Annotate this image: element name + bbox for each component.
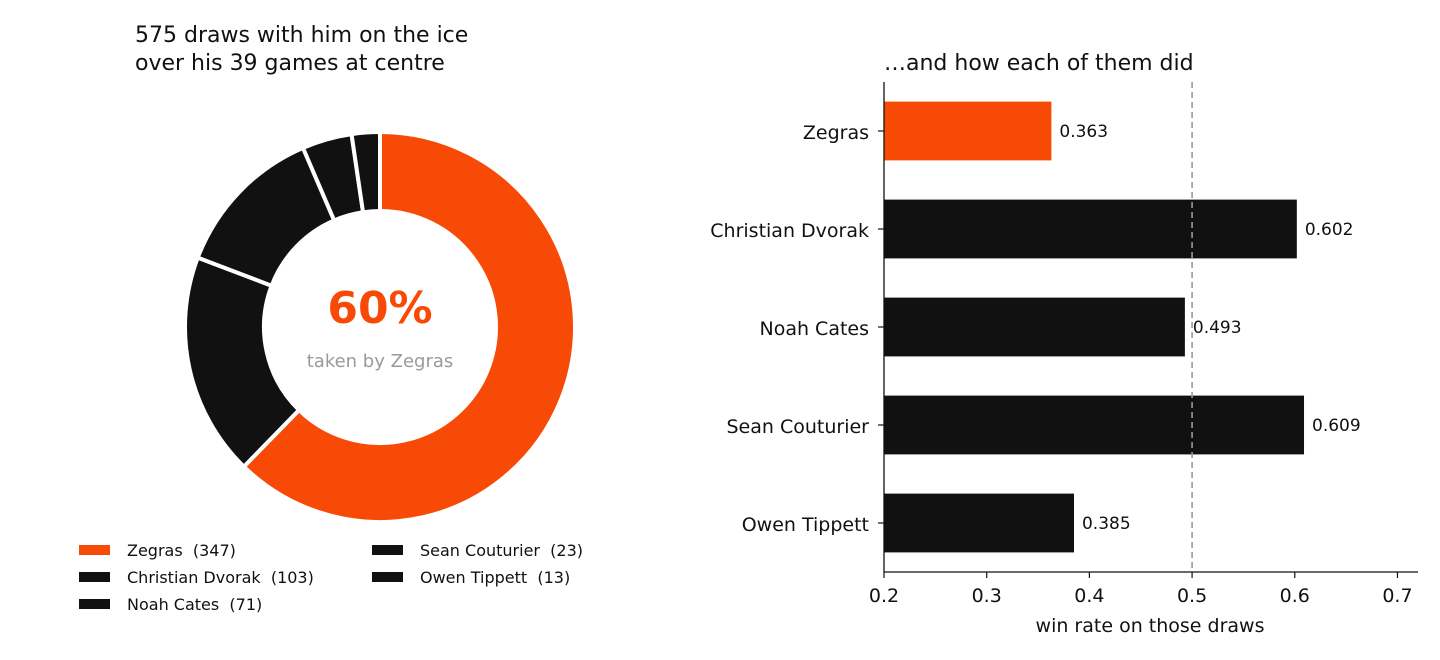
bar-christian-dvorak	[884, 199, 1297, 259]
donut-center-value: 60%	[327, 283, 432, 334]
donut-title-line-1: 575 draws with him on the ice	[135, 23, 468, 48]
legend-swatch	[79, 599, 110, 609]
legend-label: Noah Cates (71)	[127, 595, 262, 614]
legend-item-christian-dvorak: Christian Dvorak (103)	[79, 568, 314, 587]
legend-label: Sean Couturier (23)	[420, 541, 583, 560]
x-tick-label: 0.6	[1280, 585, 1310, 607]
bar-axes: Zegras Christian Dvorak Noah Cates Sean Cou…	[710, 82, 1418, 607]
category-label-sean-couturier: Sean Couturier	[727, 416, 870, 438]
legend-item-noah-cates: Noah Cates (71)	[79, 595, 262, 614]
bar-value-label: 0.363	[1059, 122, 1108, 142]
x-tick-label: 0.7	[1382, 585, 1412, 607]
bar-value-label: 0.609	[1312, 416, 1361, 436]
bar-value-label: 0.385	[1082, 514, 1131, 534]
category-label-noah-cates: Noah Cates	[759, 318, 869, 340]
x-tick-label: 0.2	[869, 585, 899, 607]
legend-item-sean-couturier: Sean Couturier (23)	[372, 541, 583, 560]
donut-slice-owen-tippett	[349, 130, 382, 215]
bar-series: 0.363 0.602 0.493 0.609 0.385	[884, 82, 1361, 572]
bar-value-label: 0.602	[1305, 220, 1354, 240]
bar-value-label: 0.493	[1193, 318, 1242, 338]
legend-label: Owen Tippett (13)	[420, 568, 570, 587]
legend-swatch	[79, 572, 110, 582]
donut-title-line-2: over his 39 games at centre	[135, 51, 445, 76]
legend-item-owen-tippett: Owen Tippett (13)	[372, 568, 570, 587]
donut-center-caption: taken by Zegras	[307, 351, 454, 372]
legend-swatch	[372, 545, 403, 555]
x-tick-label: 0.4	[1074, 585, 1104, 607]
legend-label: Zegras (347)	[127, 541, 236, 560]
donut-slices	[183, 130, 577, 524]
legend-swatch	[372, 572, 403, 582]
donut-panel: 575 draws with him on the ice over his 3…	[79, 23, 583, 614]
bar-noah-cates	[884, 297, 1185, 357]
legend-item-zegras: Zegras (347)	[79, 541, 236, 560]
bar-panel: …and how each of them did 0.363 0.602 0.49…	[710, 51, 1418, 637]
legend-swatch	[79, 545, 110, 555]
x-tick-label: 0.5	[1177, 585, 1207, 607]
category-label-owen-tippett: Owen Tippett	[742, 514, 869, 536]
bar-owen-tippett	[884, 493, 1074, 553]
donut-slice-zegras	[241, 130, 577, 524]
category-label-zegras: Zegras	[803, 122, 869, 144]
bar-zegras	[884, 101, 1052, 161]
x-tick-label: 0.3	[972, 585, 1002, 607]
donut-legend: Zegras (347) Christian Dvorak (103) Noah C…	[79, 541, 583, 614]
legend-label: Christian Dvorak (103)	[127, 568, 314, 587]
bar-x-axis-label: win rate on those draws	[1036, 615, 1265, 637]
category-label-christian-dvorak: Christian Dvorak	[710, 220, 869, 242]
bar-title: …and how each of them did	[884, 51, 1194, 76]
bar-sean-couturier	[884, 395, 1305, 455]
